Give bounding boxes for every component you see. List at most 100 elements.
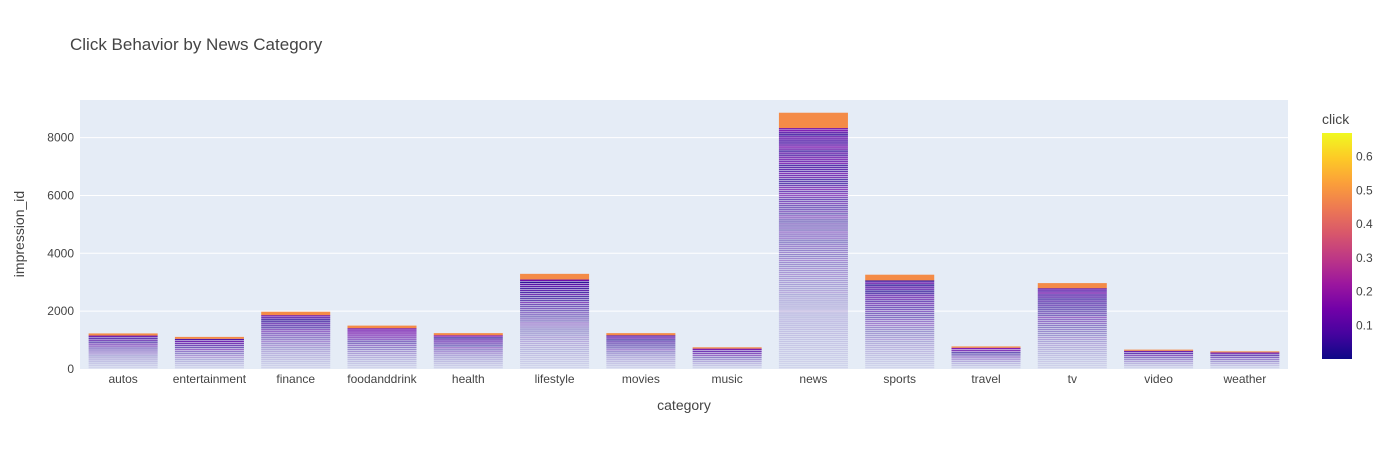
bar-segment [778,241,848,243]
bar-segment [88,367,158,369]
bar-segment [865,326,935,329]
bar-segment [778,334,848,337]
bar-segment [606,353,676,355]
bar-segment [865,360,935,363]
bar-segment [606,355,676,357]
bar-segment [261,363,331,365]
bar-segment [261,321,331,323]
bar-segment [865,314,935,317]
bar-segment [865,330,935,333]
bar-segment [520,334,590,336]
bar-segment [778,229,848,231]
bar-segment [1037,334,1107,337]
bar-segment [1037,304,1107,306]
x-tick-label: music [711,372,742,386]
bar-segment [778,362,848,365]
bar-segment [778,253,848,256]
bar-segment [1037,324,1107,327]
bar-segment [778,217,848,219]
bar-segment [1037,340,1107,343]
bar-segment [1037,328,1107,331]
bar-segment [1210,360,1280,363]
bar-entertainment [174,336,244,369]
bar-segment [606,363,676,365]
bar-segment [778,322,848,324]
bar-segment [1124,350,1194,353]
bar-segment [778,288,848,290]
bar-movies [606,333,676,369]
bar-segment [778,330,848,332]
bar-segment [778,324,848,326]
bar-segment [347,356,417,359]
x-tick-label: autos [108,372,137,386]
bar-segment [865,290,935,292]
bar-segment [174,366,244,369]
bar-segment [778,140,848,142]
bar-segment [174,340,244,343]
bar-top-segment [606,333,676,336]
bar-segment [778,273,848,276]
bar-segment [347,338,417,340]
bar-segment [520,336,590,338]
bar-segment [865,280,935,282]
bar-segment [433,367,503,369]
bar-segment [174,364,244,367]
bar-segment [778,156,848,158]
bar-segment [174,342,244,345]
bar-segment [174,344,244,347]
bar-segment [1210,358,1280,361]
bar-segment [347,350,417,353]
bar-autos [88,333,158,369]
bar-segment [778,249,848,251]
bar-segment [520,291,590,294]
bar-segment [1037,302,1107,304]
bar-segment [1037,330,1107,333]
bar-segment [692,366,762,369]
bar-segment [778,346,848,349]
bar-segment [778,132,848,134]
bar-segment [778,148,848,150]
bar-segment [520,356,590,359]
colorbar-ticks: 0.1 0.2 0.3 0.4 0.5 0.6 [1356,150,1373,333]
bar-segment [778,128,848,130]
bar-segment [88,351,158,353]
bar-segment [778,263,848,266]
bar-segment [347,360,417,363]
bar-top-segment [1037,283,1107,289]
bar-foodanddrink [347,325,417,369]
bar-segment [606,343,676,345]
bar-segment [778,354,848,357]
bar-segment [261,361,331,363]
colorbar-tick-label: 0.1 [1356,318,1373,332]
bar-segment [88,353,158,355]
bar-segment [261,355,331,357]
bar-segment [778,213,848,215]
bar-segment [692,354,762,357]
bar-segment [347,364,417,367]
bar-segment [261,327,331,329]
bar-segment [692,356,762,359]
bar-segment [865,362,935,365]
bar-finance [261,311,331,369]
bar-segment [778,219,848,221]
bar-segment [778,215,848,217]
bar-segment [865,328,935,331]
bar-weather [1210,351,1280,369]
colorbar-tick-label: 0.3 [1356,251,1373,265]
bar-segment [606,349,676,351]
bar-segment [261,341,331,343]
bar-segment [520,350,590,353]
bar-top-segment [1124,349,1194,351]
bar-segment [347,334,417,336]
bar-segment [1124,364,1194,367]
bar-segment [88,337,158,339]
bar-segment [778,314,848,316]
bar-segment [606,367,676,369]
bar-segment [1037,360,1107,363]
bar-segment [778,356,848,359]
chart-title: Click Behavior by News Category [70,35,323,54]
bar-segment [1037,364,1107,367]
bar-segment [778,328,848,330]
bar-segment [520,342,590,345]
y-axis-title: impression_id [11,191,27,277]
